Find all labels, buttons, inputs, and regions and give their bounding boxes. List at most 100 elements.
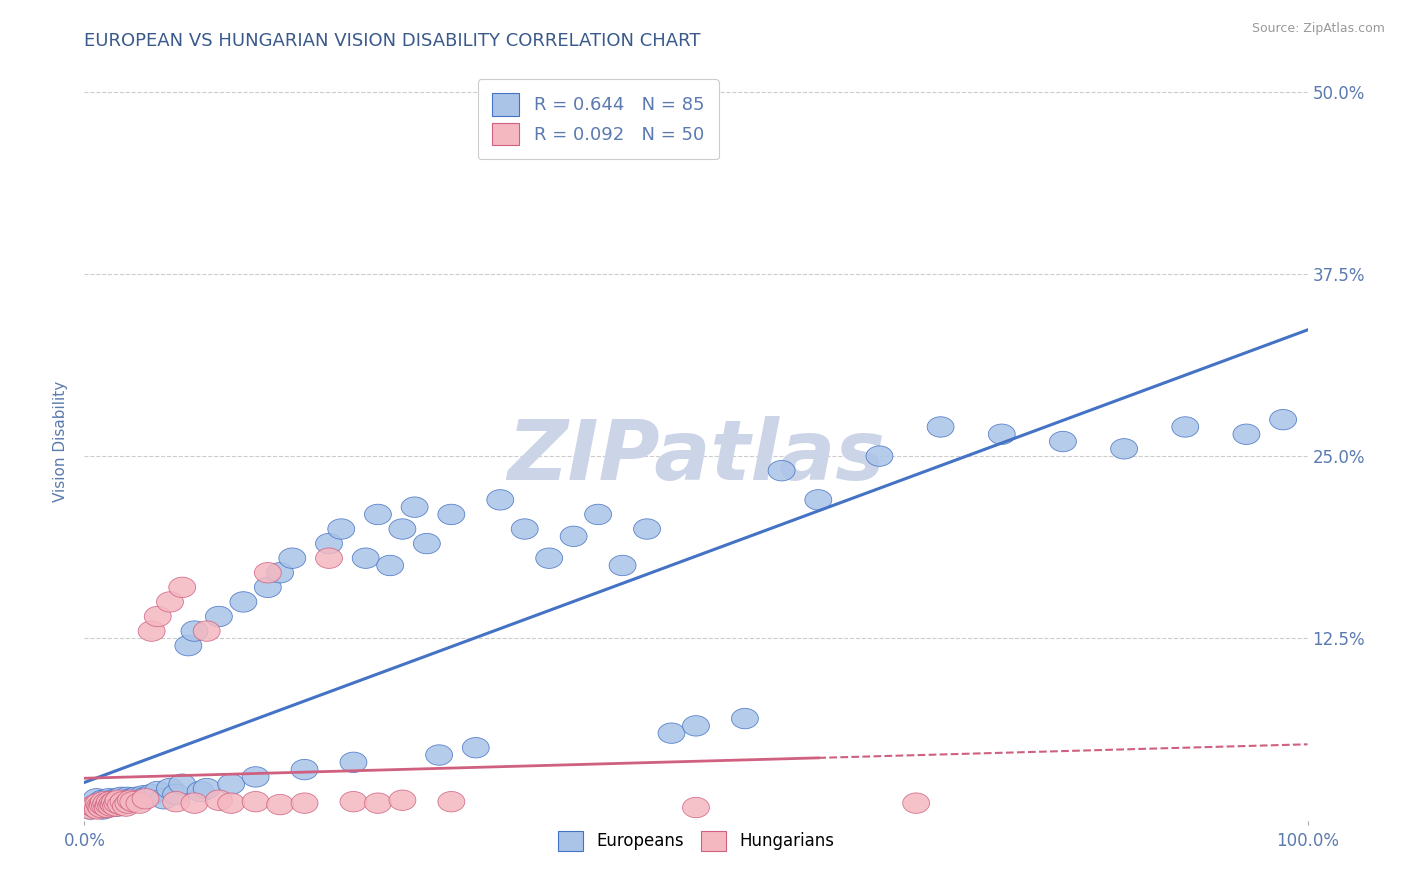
Ellipse shape: [100, 795, 127, 814]
Ellipse shape: [866, 446, 893, 467]
Ellipse shape: [108, 795, 135, 814]
Ellipse shape: [389, 519, 416, 540]
Ellipse shape: [80, 796, 108, 816]
Ellipse shape: [163, 791, 190, 812]
Ellipse shape: [340, 791, 367, 812]
Ellipse shape: [413, 533, 440, 554]
Ellipse shape: [82, 797, 108, 818]
Ellipse shape: [84, 798, 111, 819]
Ellipse shape: [117, 789, 145, 809]
Ellipse shape: [96, 791, 122, 812]
Ellipse shape: [93, 793, 120, 814]
Ellipse shape: [364, 504, 391, 524]
Ellipse shape: [804, 490, 832, 510]
Ellipse shape: [83, 789, 110, 809]
Ellipse shape: [1233, 424, 1260, 444]
Ellipse shape: [132, 787, 159, 807]
Ellipse shape: [585, 504, 612, 524]
Ellipse shape: [463, 738, 489, 758]
Ellipse shape: [353, 548, 380, 568]
Ellipse shape: [231, 591, 257, 612]
Ellipse shape: [193, 621, 221, 641]
Ellipse shape: [97, 791, 124, 812]
Ellipse shape: [1171, 417, 1199, 437]
Ellipse shape: [129, 786, 156, 806]
Ellipse shape: [103, 796, 129, 816]
Text: EUROPEAN VS HUNGARIAN VISION DISABILITY CORRELATION CHART: EUROPEAN VS HUNGARIAN VISION DISABILITY …: [84, 32, 700, 50]
Ellipse shape: [110, 793, 136, 814]
Ellipse shape: [114, 787, 141, 807]
Ellipse shape: [91, 793, 118, 814]
Ellipse shape: [401, 497, 427, 517]
Ellipse shape: [254, 563, 281, 583]
Ellipse shape: [364, 793, 391, 814]
Ellipse shape: [218, 793, 245, 814]
Ellipse shape: [122, 787, 149, 807]
Ellipse shape: [927, 417, 955, 437]
Ellipse shape: [80, 796, 107, 816]
Ellipse shape: [127, 793, 153, 814]
Ellipse shape: [169, 774, 195, 795]
Ellipse shape: [89, 797, 115, 818]
Ellipse shape: [89, 790, 117, 811]
Ellipse shape: [1270, 409, 1296, 430]
Ellipse shape: [108, 787, 135, 807]
Ellipse shape: [100, 795, 127, 814]
Ellipse shape: [389, 790, 416, 811]
Ellipse shape: [98, 796, 125, 816]
Ellipse shape: [104, 793, 131, 814]
Ellipse shape: [205, 607, 232, 627]
Ellipse shape: [377, 555, 404, 575]
Ellipse shape: [93, 797, 120, 818]
Text: ZIPatlas: ZIPatlas: [508, 417, 884, 497]
Ellipse shape: [426, 745, 453, 765]
Ellipse shape: [98, 793, 127, 814]
Ellipse shape: [112, 790, 139, 811]
Ellipse shape: [90, 796, 117, 816]
Ellipse shape: [156, 591, 183, 612]
Ellipse shape: [267, 563, 294, 583]
Ellipse shape: [181, 793, 208, 814]
Ellipse shape: [94, 795, 121, 814]
Ellipse shape: [486, 490, 513, 510]
Ellipse shape: [105, 790, 132, 811]
Ellipse shape: [169, 577, 195, 598]
Ellipse shape: [127, 789, 153, 809]
Ellipse shape: [218, 774, 245, 795]
Ellipse shape: [682, 715, 710, 736]
Ellipse shape: [96, 795, 122, 814]
Ellipse shape: [731, 708, 758, 729]
Ellipse shape: [87, 795, 114, 814]
Ellipse shape: [90, 791, 117, 812]
Ellipse shape: [110, 791, 136, 812]
Ellipse shape: [104, 796, 131, 816]
Ellipse shape: [105, 793, 132, 814]
Ellipse shape: [150, 789, 177, 809]
Ellipse shape: [193, 779, 221, 798]
Ellipse shape: [634, 519, 661, 540]
Ellipse shape: [115, 791, 142, 812]
Ellipse shape: [98, 793, 125, 814]
Ellipse shape: [103, 789, 129, 809]
Ellipse shape: [132, 789, 159, 809]
Ellipse shape: [988, 424, 1015, 444]
Ellipse shape: [83, 795, 110, 814]
Ellipse shape: [242, 791, 269, 812]
Ellipse shape: [107, 790, 134, 811]
Ellipse shape: [96, 789, 122, 809]
Ellipse shape: [97, 796, 124, 816]
Ellipse shape: [115, 793, 142, 814]
Ellipse shape: [120, 791, 146, 812]
Ellipse shape: [77, 798, 104, 819]
Ellipse shape: [181, 621, 208, 641]
Ellipse shape: [437, 791, 465, 812]
Ellipse shape: [205, 790, 232, 811]
Ellipse shape: [83, 793, 110, 814]
Ellipse shape: [1049, 432, 1077, 451]
Ellipse shape: [187, 781, 214, 802]
Ellipse shape: [267, 795, 294, 814]
Ellipse shape: [120, 790, 146, 811]
Ellipse shape: [242, 767, 269, 787]
Ellipse shape: [101, 791, 128, 812]
Ellipse shape: [291, 793, 318, 814]
